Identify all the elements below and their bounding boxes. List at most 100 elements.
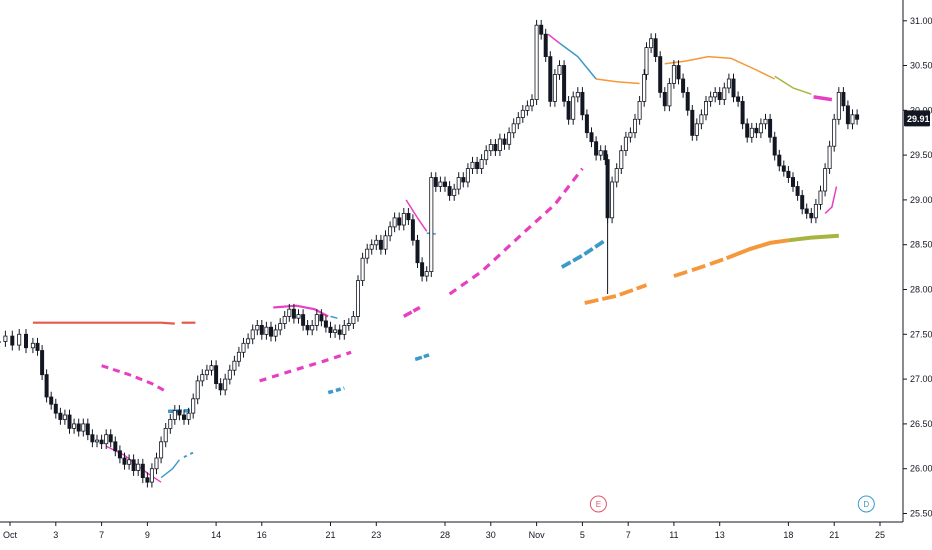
candle-body bbox=[58, 412, 63, 420]
y-tick-label: 31.00 bbox=[910, 16, 932, 26]
candle-body bbox=[278, 323, 283, 331]
indicator-line-21 bbox=[824, 186, 838, 214]
candle-body bbox=[681, 78, 686, 93]
candle-body bbox=[543, 33, 548, 58]
candle-body bbox=[191, 398, 196, 414]
candle-body bbox=[410, 219, 415, 241]
candle-body bbox=[855, 114, 860, 120]
candle-body bbox=[328, 326, 333, 334]
x-tick-label: 16 bbox=[257, 530, 267, 540]
x-tick-label: 21 bbox=[829, 530, 839, 540]
candle-body bbox=[301, 314, 306, 326]
candle-body bbox=[786, 170, 791, 179]
candle-body bbox=[163, 427, 168, 443]
candle-body bbox=[346, 323, 351, 326]
candle-body bbox=[694, 123, 699, 136]
indicator-line-24 bbox=[596, 78, 640, 85]
x-tick-label: Oct bbox=[3, 530, 18, 540]
candle-body bbox=[241, 342, 246, 353]
candle-body bbox=[85, 423, 90, 436]
candle-body bbox=[575, 92, 580, 98]
candles-layer bbox=[0, 19, 860, 488]
candle-body bbox=[534, 24, 539, 101]
candle-body bbox=[530, 99, 535, 107]
candle-body bbox=[131, 459, 136, 471]
candle-body bbox=[610, 181, 615, 219]
candle-body bbox=[589, 132, 594, 143]
candle-body bbox=[676, 65, 681, 80]
candle-body bbox=[159, 441, 164, 459]
candle-body bbox=[557, 65, 562, 75]
candle-body bbox=[836, 92, 841, 120]
candle-body bbox=[113, 441, 118, 452]
candle-body bbox=[108, 434, 113, 443]
candle-body bbox=[136, 463, 141, 471]
candle-body bbox=[305, 324, 310, 331]
candle-body bbox=[671, 65, 676, 84]
candle-body bbox=[195, 380, 200, 400]
candle-body bbox=[369, 244, 374, 250]
candle-body bbox=[355, 280, 360, 317]
candle-body bbox=[273, 329, 278, 337]
candle-body bbox=[658, 56, 663, 93]
y-tick-label: 26.00 bbox=[910, 464, 932, 474]
candle-body bbox=[287, 308, 292, 317]
indicator-line-17 bbox=[584, 283, 648, 305]
candle-body bbox=[388, 226, 393, 237]
x-tick-label: 18 bbox=[783, 530, 793, 540]
candle-body bbox=[351, 315, 356, 324]
candle-body bbox=[777, 154, 782, 167]
indicator-line-26 bbox=[774, 75, 812, 95]
candle-body bbox=[539, 24, 544, 35]
candle-body bbox=[72, 423, 77, 429]
candle-body bbox=[90, 434, 95, 443]
y-tick-label: 30.50 bbox=[910, 61, 932, 71]
candle-body bbox=[813, 203, 818, 219]
candle-body bbox=[795, 186, 800, 196]
candle-body bbox=[594, 141, 599, 156]
y-tick-label: 30.00 bbox=[910, 105, 932, 115]
indicator-line-19 bbox=[725, 238, 789, 261]
candle-body bbox=[667, 83, 672, 107]
candle-body bbox=[67, 414, 72, 429]
candle-body bbox=[420, 262, 425, 277]
candle-body bbox=[841, 92, 846, 107]
candle-body bbox=[690, 109, 695, 136]
candle-body bbox=[40, 350, 45, 376]
candle-body bbox=[571, 96, 576, 120]
candle-body bbox=[140, 463, 145, 479]
indicator-line-10 bbox=[327, 386, 345, 395]
candle-body bbox=[44, 374, 49, 398]
candle-body bbox=[177, 410, 182, 416]
candle-body bbox=[236, 351, 241, 362]
candle-body bbox=[214, 365, 219, 385]
candle-body bbox=[333, 329, 338, 333]
candle-body bbox=[154, 457, 159, 470]
candle-body bbox=[218, 383, 223, 391]
candle-body bbox=[172, 410, 177, 420]
candle-body bbox=[520, 109, 525, 118]
candle-body bbox=[268, 326, 273, 337]
candle-body bbox=[383, 235, 388, 250]
candle-body bbox=[731, 78, 736, 98]
candle-body bbox=[768, 118, 773, 138]
x-tick-label: 28 bbox=[440, 530, 450, 540]
candle-body bbox=[35, 342, 40, 351]
candle-body bbox=[314, 314, 319, 326]
event-marker-d[interactable] bbox=[857, 495, 875, 513]
candle-body bbox=[745, 123, 750, 138]
event-marker-e[interactable] bbox=[589, 495, 607, 513]
candle-body bbox=[552, 74, 557, 102]
event-marker-label: E bbox=[596, 500, 601, 509]
x-tick-label: 14 bbox=[211, 530, 221, 540]
candle-body bbox=[637, 101, 642, 120]
candle-body bbox=[726, 78, 731, 89]
candle-body bbox=[800, 195, 805, 210]
candle-body bbox=[465, 168, 470, 183]
indicator-line-15 bbox=[448, 167, 584, 296]
candle-body bbox=[456, 177, 461, 190]
candle-body bbox=[117, 450, 122, 459]
